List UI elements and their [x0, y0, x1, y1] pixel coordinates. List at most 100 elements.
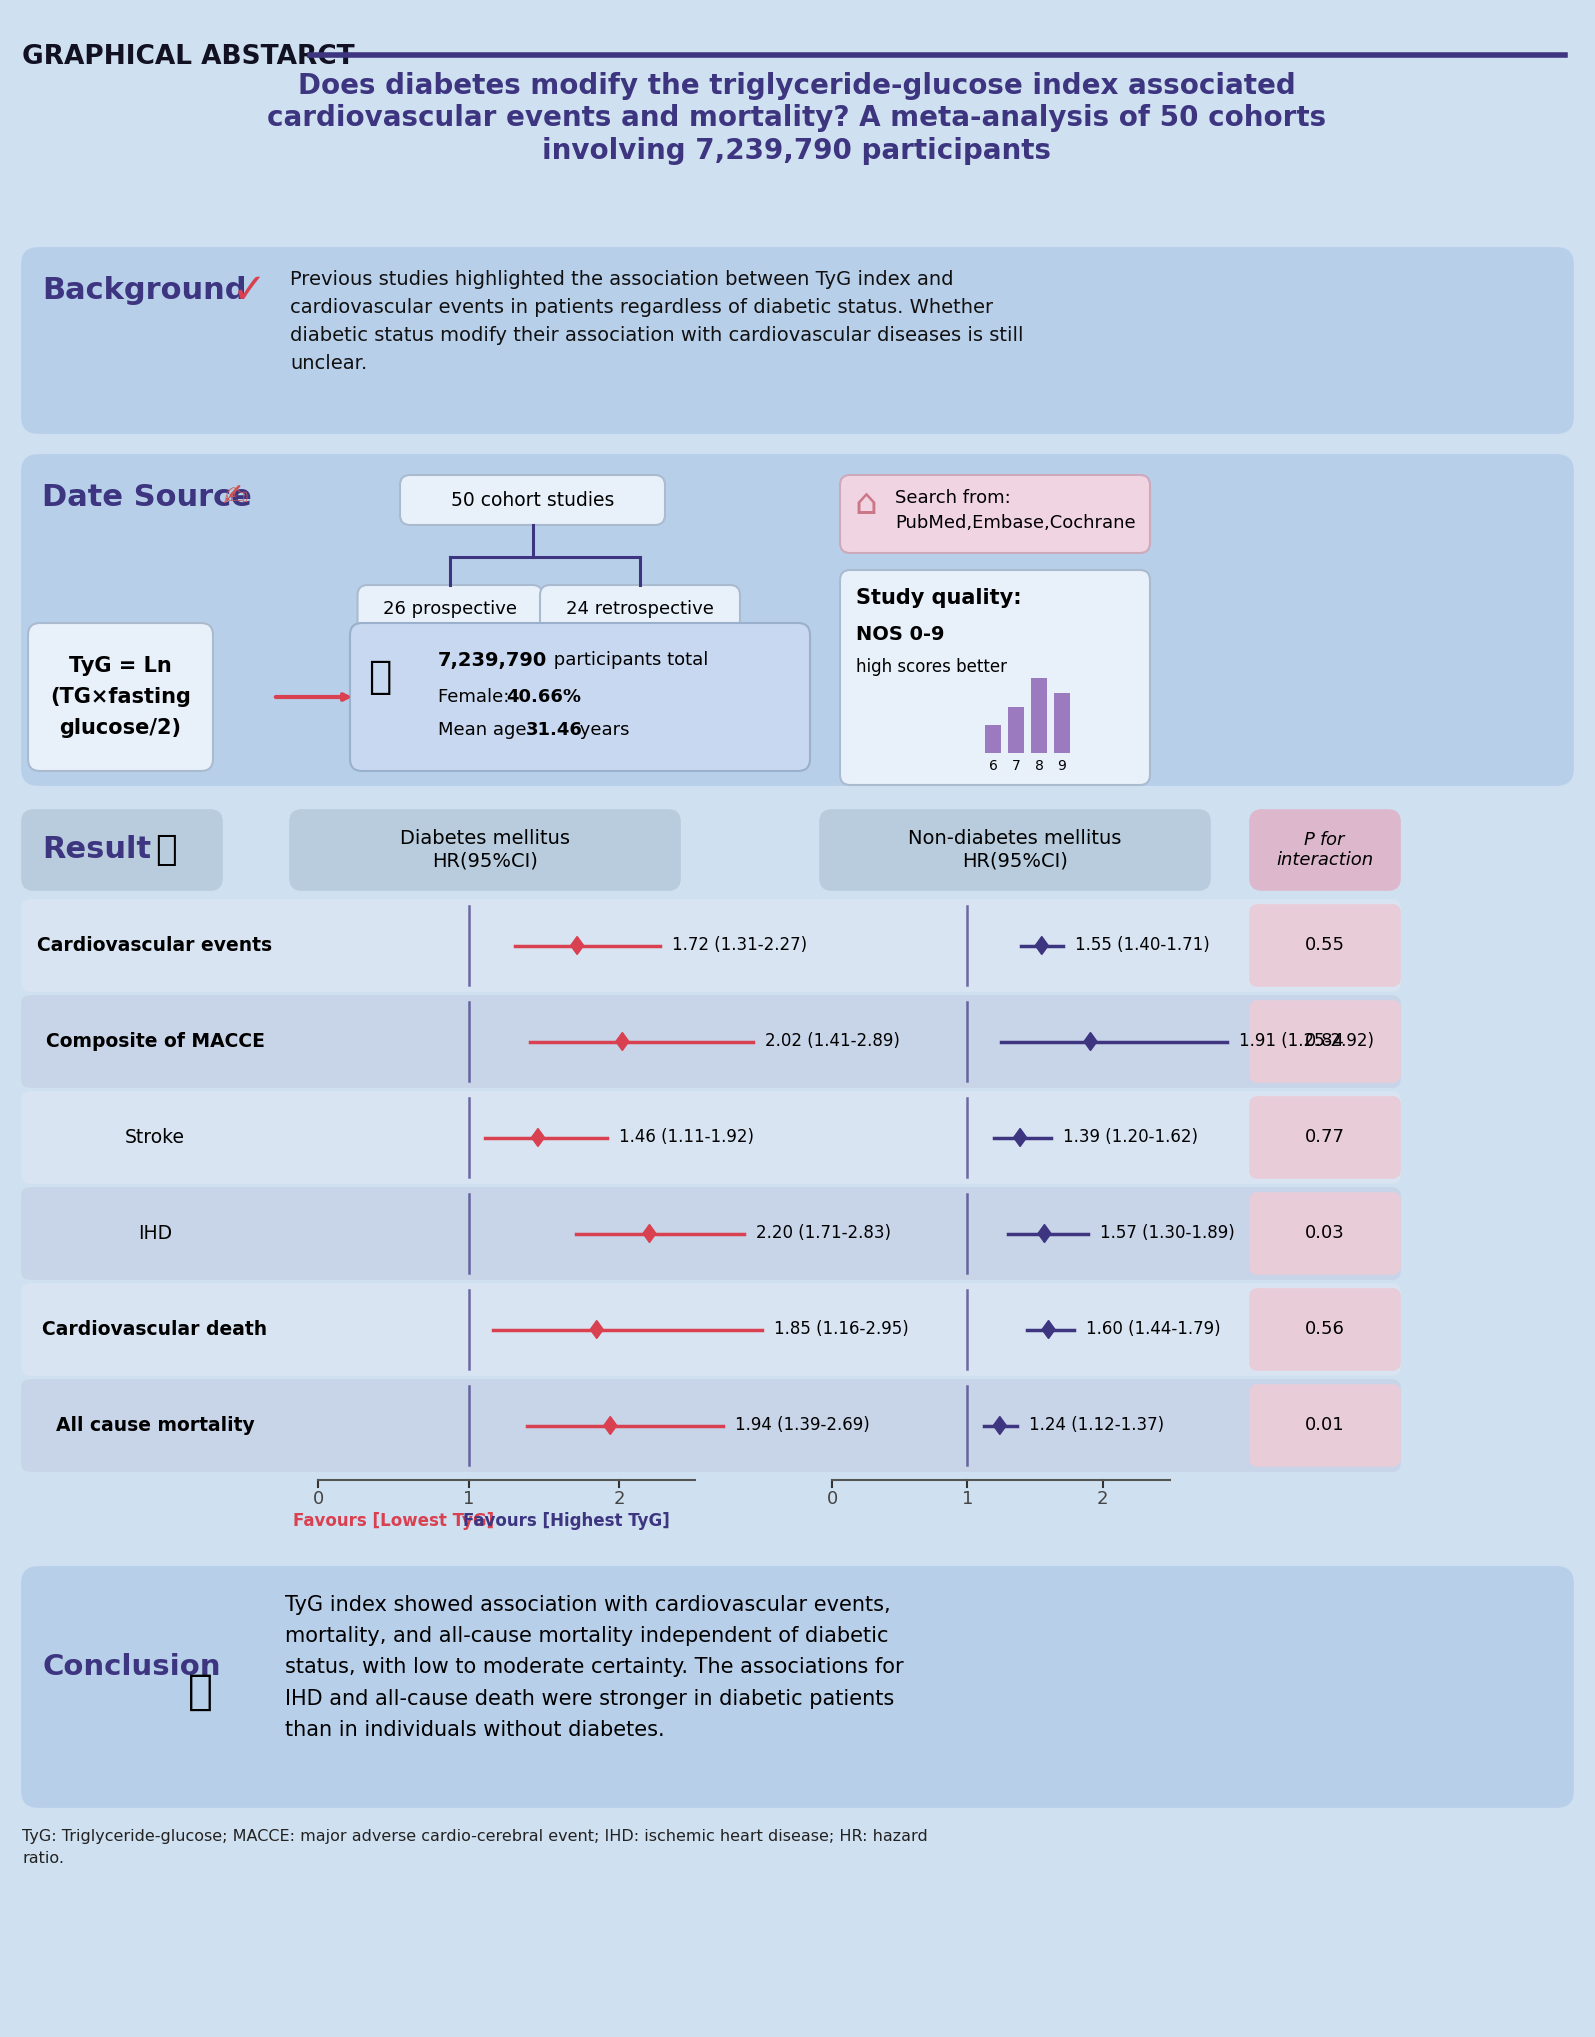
FancyBboxPatch shape: [357, 585, 542, 634]
Text: 0: 0: [313, 1489, 324, 1507]
Text: Non-diabetes mellitus
HR(95%CI): Non-diabetes mellitus HR(95%CI): [908, 829, 1121, 870]
Polygon shape: [1038, 1224, 1051, 1243]
Text: 2: 2: [614, 1489, 625, 1507]
FancyBboxPatch shape: [22, 1283, 1400, 1375]
Text: 9: 9: [1057, 760, 1067, 772]
Text: 2.20 (1.71-2.83): 2.20 (1.71-2.83): [756, 1224, 892, 1243]
Text: participants total: participants total: [549, 652, 708, 668]
Text: 31.46: 31.46: [526, 721, 582, 739]
Text: Cardiovascular death: Cardiovascular death: [43, 1320, 268, 1338]
Text: 1: 1: [463, 1489, 474, 1507]
Text: ✍: ✍: [222, 483, 247, 511]
Text: Diabetes mellitus
HR(95%CI): Diabetes mellitus HR(95%CI): [400, 829, 569, 870]
Text: 7,239,790: 7,239,790: [439, 652, 547, 670]
FancyBboxPatch shape: [349, 623, 810, 770]
FancyBboxPatch shape: [1250, 1385, 1400, 1467]
FancyBboxPatch shape: [1250, 1000, 1400, 1082]
Text: Study quality:: Study quality:: [857, 589, 1022, 607]
Text: Result: Result: [41, 835, 152, 864]
FancyBboxPatch shape: [400, 475, 665, 526]
Text: NOS 0-9: NOS 0-9: [857, 625, 944, 644]
Text: IHD: IHD: [137, 1224, 172, 1243]
Text: 40.66%: 40.66%: [506, 689, 581, 707]
Text: high scores better: high scores better: [857, 658, 1006, 676]
Text: 1.72 (1.31-2.27): 1.72 (1.31-2.27): [671, 937, 807, 955]
FancyBboxPatch shape: [22, 454, 1573, 784]
FancyBboxPatch shape: [1250, 1098, 1400, 1177]
Text: 1.55 (1.40-1.71): 1.55 (1.40-1.71): [1075, 937, 1211, 955]
Bar: [986, 725, 1002, 754]
Text: Date Source: Date Source: [41, 483, 252, 511]
Polygon shape: [531, 1128, 544, 1147]
Text: 6: 6: [989, 760, 997, 772]
Polygon shape: [590, 1320, 603, 1338]
Text: Conclusion: Conclusion: [41, 1652, 220, 1681]
Text: 24 retrospective: 24 retrospective: [566, 601, 715, 617]
Text: $P$ for
interaction: $P$ for interaction: [1276, 831, 1373, 870]
Text: 50 cohort studies: 50 cohort studies: [451, 491, 614, 509]
FancyBboxPatch shape: [841, 475, 1150, 552]
Text: 26 prospective: 26 prospective: [383, 601, 517, 617]
Text: TyG: Triglyceride-glucose; MACCE: major adverse cardio-cerebral event; IHD: isch: TyG: Triglyceride-glucose; MACCE: major …: [22, 1829, 928, 1866]
FancyBboxPatch shape: [1250, 811, 1400, 890]
Polygon shape: [605, 1416, 617, 1434]
Text: Does diabetes modify the triglyceride-glucose index associated
cardiovascular ev: Does diabetes modify the triglyceride-gl…: [268, 71, 1327, 165]
FancyBboxPatch shape: [22, 1566, 1573, 1807]
FancyBboxPatch shape: [290, 811, 679, 890]
Text: 7: 7: [1011, 760, 1021, 772]
Text: ✓: ✓: [231, 271, 266, 312]
Text: 1.94 (1.39-2.69): 1.94 (1.39-2.69): [735, 1416, 869, 1434]
FancyBboxPatch shape: [22, 900, 1400, 990]
Text: Cardiovascular events: Cardiovascular events: [37, 935, 273, 955]
FancyBboxPatch shape: [22, 1379, 1400, 1471]
Text: ⌂: ⌂: [853, 487, 877, 521]
Text: 1.60 (1.44-1.79): 1.60 (1.44-1.79): [1086, 1320, 1220, 1338]
Text: Composite of MACCE: Composite of MACCE: [46, 1033, 265, 1051]
Text: Female:: Female:: [439, 689, 515, 707]
Polygon shape: [1042, 1320, 1054, 1338]
Text: Stroke: Stroke: [124, 1128, 185, 1147]
Text: 1.85 (1.16-2.95): 1.85 (1.16-2.95): [775, 1320, 909, 1338]
Polygon shape: [571, 937, 584, 955]
Bar: [1008, 707, 1024, 754]
Text: Favours [Highest TyG]: Favours [Highest TyG]: [463, 1511, 670, 1530]
Polygon shape: [643, 1224, 656, 1243]
FancyBboxPatch shape: [541, 585, 740, 634]
Text: TyG index showed association with cardiovascular events,
mortality, and all-caus: TyG index showed association with cardio…: [286, 1595, 904, 1740]
FancyBboxPatch shape: [820, 811, 1211, 890]
Polygon shape: [1035, 937, 1048, 955]
Polygon shape: [1013, 1128, 1027, 1147]
Text: 2.02 (1.41-2.89): 2.02 (1.41-2.89): [766, 1033, 900, 1051]
Polygon shape: [994, 1416, 1006, 1434]
FancyBboxPatch shape: [1250, 1289, 1400, 1371]
FancyBboxPatch shape: [22, 996, 1400, 1088]
Text: 1.24 (1.12-1.37): 1.24 (1.12-1.37): [1029, 1416, 1164, 1434]
Text: Search from:
PubMed,Embase,Cochrane: Search from: PubMed,Embase,Cochrane: [895, 489, 1136, 532]
FancyBboxPatch shape: [22, 249, 1573, 434]
Text: Mean age:: Mean age:: [439, 721, 539, 739]
FancyBboxPatch shape: [22, 1092, 1400, 1183]
Text: 0.01: 0.01: [1305, 1416, 1345, 1434]
Text: years: years: [574, 721, 630, 739]
Text: 0.55: 0.55: [1305, 937, 1345, 955]
Text: Favours [Lowest TyG]: Favours [Lowest TyG]: [293, 1511, 494, 1530]
FancyBboxPatch shape: [29, 623, 214, 770]
FancyBboxPatch shape: [22, 811, 222, 890]
Text: 0.84: 0.84: [1305, 1033, 1345, 1051]
Polygon shape: [616, 1033, 628, 1051]
Text: 1.91 (1.25-2.92): 1.91 (1.25-2.92): [1239, 1033, 1375, 1051]
Bar: [1030, 678, 1046, 754]
Bar: [1054, 693, 1070, 754]
Text: 1.46 (1.11-1.92): 1.46 (1.11-1.92): [619, 1128, 754, 1147]
Text: Background: Background: [41, 275, 247, 306]
Text: Previous studies highlighted the association between TyG index and
cardiovascula: Previous studies highlighted the associa…: [290, 271, 1024, 373]
FancyBboxPatch shape: [1250, 1194, 1400, 1273]
Text: 1.39 (1.20-1.62): 1.39 (1.20-1.62): [1064, 1128, 1198, 1147]
FancyBboxPatch shape: [1250, 904, 1400, 986]
Text: 💗: 💗: [188, 1670, 214, 1713]
Text: 8: 8: [1035, 760, 1043, 772]
Text: 👥: 👥: [368, 658, 391, 697]
Text: 0.03: 0.03: [1305, 1224, 1345, 1243]
Text: 🫀: 🫀: [155, 833, 177, 868]
Text: 2: 2: [1097, 1489, 1109, 1507]
